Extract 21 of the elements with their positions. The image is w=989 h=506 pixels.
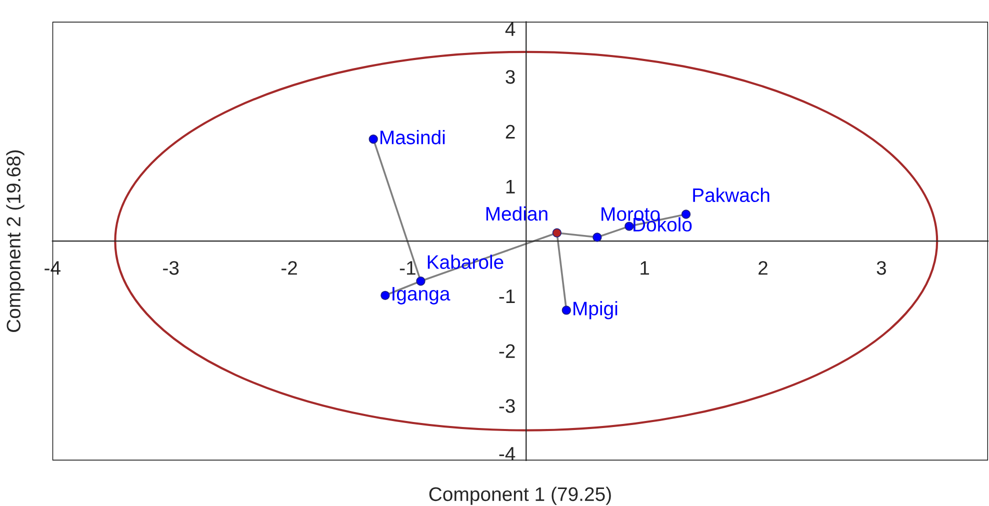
x-tick-label: 3	[876, 261, 886, 275]
x-axis-title: Component 1 (79.25)	[429, 486, 611, 505]
y-tick-label: -3	[499, 399, 515, 413]
y-tick-label: 2	[506, 124, 515, 138]
x-tick-label: -3	[163, 261, 179, 275]
x-tick-label: -2	[281, 261, 297, 275]
annotation: Pakwach	[693, 188, 770, 202]
y-tick-label: -2	[499, 344, 515, 358]
y-axis-title: Component 2 (19.68)	[6, 150, 24, 332]
y-tick-label: 1	[506, 180, 515, 194]
annotation: Iganga	[392, 287, 450, 304]
y-tick-label: 3	[506, 70, 515, 84]
annotation: Mpigi	[574, 301, 618, 320]
y-tick-label: -1	[499, 290, 515, 303]
annotation: Masindi	[380, 130, 445, 144]
x-tick-label: 2	[758, 261, 768, 275]
x-tick-label: -1	[400, 261, 416, 275]
y-tick-label: -4	[499, 447, 516, 460]
y-tick-label: 4	[505, 22, 516, 36]
annotation: Kabarole	[428, 254, 504, 269]
x-tick-label: 1	[640, 261, 650, 275]
